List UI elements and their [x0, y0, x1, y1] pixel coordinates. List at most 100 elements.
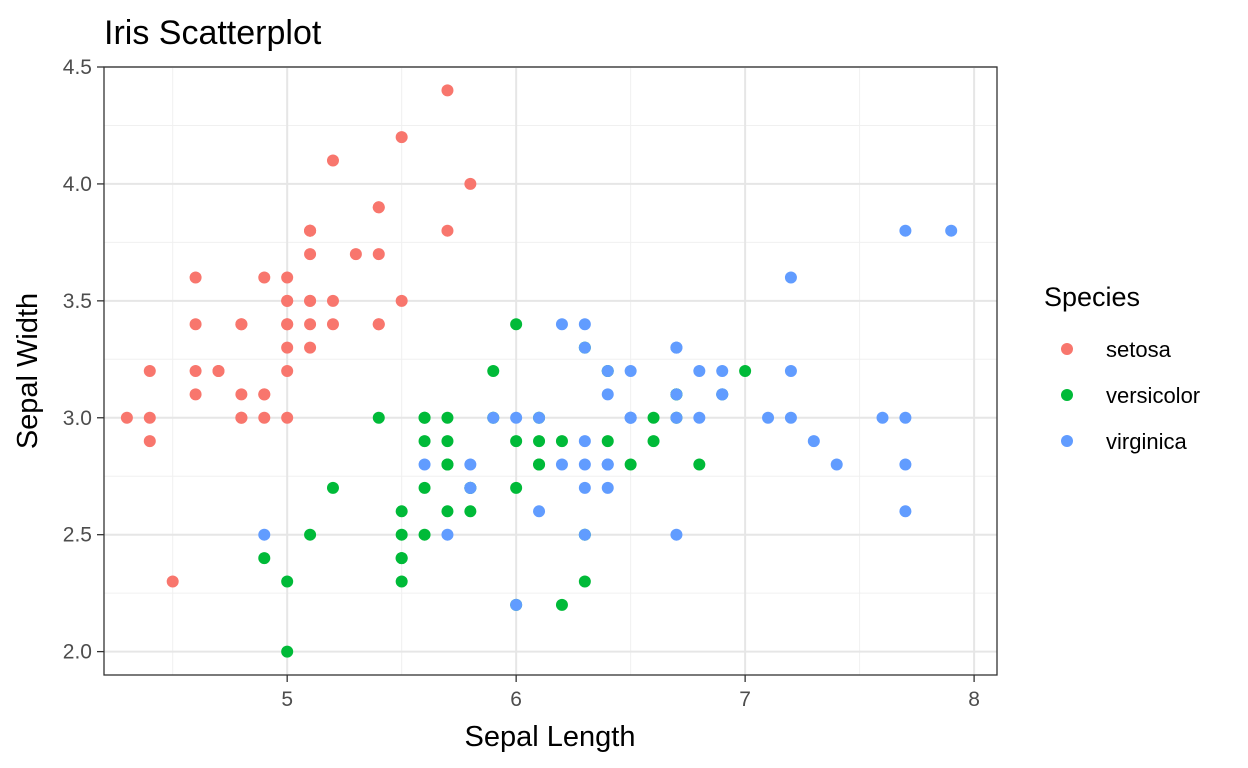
data-point — [899, 505, 912, 518]
x-tick-label: 8 — [968, 688, 980, 711]
data-point — [281, 645, 294, 658]
data-point — [601, 481, 614, 494]
data-point — [189, 388, 202, 401]
data-point — [235, 411, 248, 424]
data-point — [441, 435, 454, 448]
series-virginica — [258, 224, 958, 611]
data-point — [624, 365, 637, 377]
legend-key-setosa — [1061, 343, 1073, 355]
series-setosa — [120, 84, 477, 588]
data-point — [945, 224, 958, 237]
data-point — [372, 248, 385, 261]
data-point — [624, 411, 637, 424]
data-point — [120, 411, 133, 424]
data-point — [533, 458, 546, 471]
data-point — [395, 294, 408, 307]
data-point — [876, 411, 889, 424]
data-point — [762, 411, 775, 424]
data-point — [716, 365, 729, 377]
y-tick-label: 4.0 — [63, 173, 92, 196]
data-point — [418, 435, 431, 448]
data-points — [120, 84, 958, 658]
data-point — [647, 435, 660, 448]
data-point — [395, 528, 408, 541]
data-point — [716, 388, 729, 401]
data-point — [281, 365, 294, 377]
data-point — [143, 435, 156, 448]
x-tick-label: 7 — [739, 688, 751, 711]
x-tick-label: 5 — [281, 688, 293, 711]
data-point — [578, 318, 591, 331]
data-point — [441, 528, 454, 541]
data-point — [441, 224, 454, 237]
data-point — [304, 528, 317, 541]
data-point — [326, 481, 339, 494]
data-point — [441, 458, 454, 471]
data-point — [533, 505, 546, 518]
x-axis-title: Sepal Length — [465, 721, 636, 753]
data-point — [899, 458, 912, 471]
data-point — [281, 411, 294, 424]
data-point — [510, 481, 523, 494]
data-point — [784, 271, 797, 284]
chart-title: Iris Scatterplot — [104, 14, 322, 52]
grid-lines — [104, 66, 997, 675]
data-point — [693, 365, 706, 377]
data-point — [349, 248, 362, 261]
data-point — [464, 458, 477, 471]
data-point — [578, 458, 591, 471]
data-point — [487, 365, 500, 377]
legend-key-virginica — [1061, 435, 1073, 447]
axes: 5 6 7 8 2.0 2.5 3.0 3.5 4.0 4.5 — [63, 56, 980, 711]
y-tick-label: 3.0 — [63, 407, 92, 430]
data-point — [693, 411, 706, 424]
data-point — [578, 575, 591, 588]
data-point — [304, 294, 317, 307]
data-point — [304, 248, 317, 261]
data-point — [784, 411, 797, 424]
data-point — [304, 318, 317, 331]
data-point — [670, 388, 683, 401]
data-point — [487, 411, 500, 424]
data-point — [258, 411, 271, 424]
data-point — [807, 435, 820, 448]
data-point — [739, 365, 752, 377]
data-point — [510, 318, 523, 331]
data-point — [281, 575, 294, 588]
data-point — [899, 411, 912, 424]
data-point — [281, 294, 294, 307]
data-point — [372, 411, 385, 424]
y-tick-label: 2.5 — [63, 524, 92, 547]
y-tick-label: 3.5 — [63, 290, 92, 313]
data-point — [258, 528, 271, 541]
data-point — [899, 224, 912, 237]
data-point — [418, 458, 431, 471]
data-point — [326, 154, 339, 167]
data-point — [326, 318, 339, 331]
legend-label-virginica: virginica — [1106, 429, 1187, 454]
data-point — [258, 388, 271, 401]
data-point — [441, 505, 454, 518]
data-point — [143, 365, 156, 377]
data-point — [601, 388, 614, 401]
data-point — [578, 481, 591, 494]
data-point — [189, 318, 202, 331]
legend-title: Species — [1044, 282, 1140, 312]
data-point — [693, 458, 706, 471]
data-point — [555, 318, 568, 331]
data-point — [555, 458, 568, 471]
data-point — [601, 435, 614, 448]
data-point — [464, 177, 477, 190]
data-point — [418, 528, 431, 541]
data-point — [418, 481, 431, 494]
y-tick-label: 2.0 — [63, 641, 92, 664]
data-point — [235, 388, 248, 401]
data-point — [395, 575, 408, 588]
legend: Species setosa versicolor virginica — [1044, 282, 1200, 454]
data-point — [166, 575, 179, 588]
data-point — [830, 458, 843, 471]
data-point — [395, 552, 408, 565]
data-point — [601, 458, 614, 471]
legend-label-versicolor: versicolor — [1106, 383, 1200, 408]
